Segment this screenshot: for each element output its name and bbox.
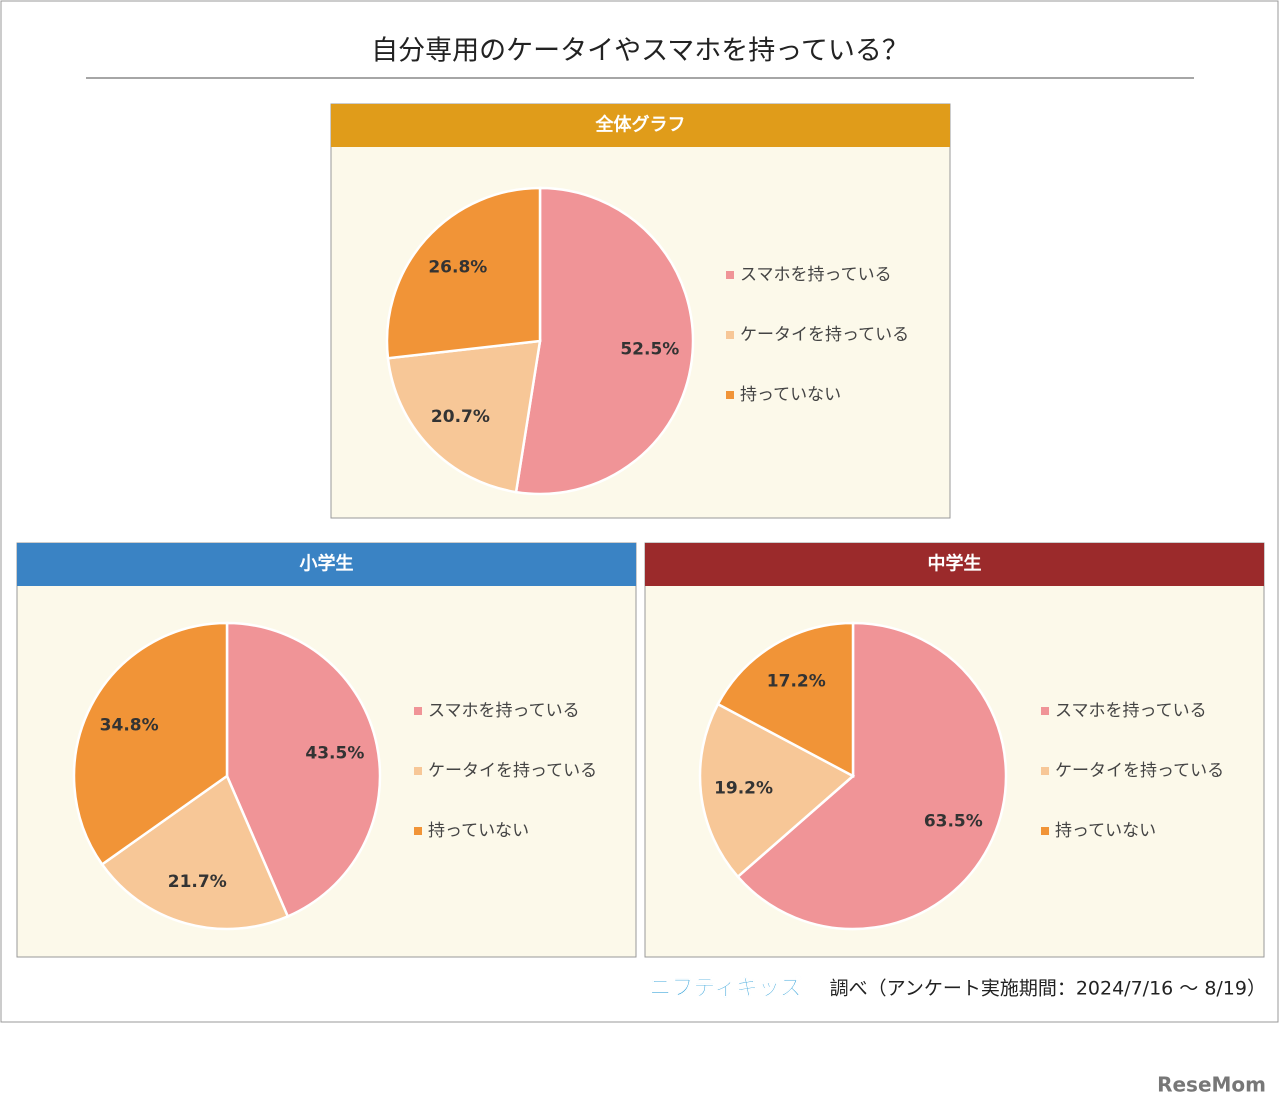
legend-label: スマホを持っている bbox=[1055, 701, 1207, 721]
panel-header bbox=[645, 543, 1264, 586]
panel-title: 小学生 bbox=[300, 553, 354, 575]
legend-swatch bbox=[414, 767, 422, 775]
data-label: 20.7% bbox=[431, 407, 490, 427]
data-label: 21.7% bbox=[168, 872, 227, 892]
data-label: 52.5% bbox=[620, 340, 679, 360]
pie-slice bbox=[514, 186, 695, 496]
source-logo: ニフティキッズ bbox=[649, 975, 802, 1001]
data-label: 63.5% bbox=[924, 812, 983, 832]
legend-label: ケータイを持っている bbox=[1055, 761, 1224, 781]
watermark: ReseMom bbox=[1157, 1073, 1266, 1097]
pie-slice bbox=[100, 774, 290, 931]
pie-slice bbox=[386, 339, 542, 494]
legend-swatch bbox=[1041, 827, 1049, 835]
legend-label: スマホを持っている bbox=[740, 265, 892, 285]
data-label: 34.8% bbox=[100, 715, 159, 735]
pie-slice bbox=[225, 621, 382, 919]
legend-swatch bbox=[726, 271, 734, 279]
pie-slice bbox=[698, 702, 856, 879]
pie-slice bbox=[385, 186, 542, 360]
legend-label: 持っていない bbox=[740, 385, 841, 405]
legend-swatch bbox=[414, 827, 422, 835]
source-text: 調べ（アンケート実施期間：2024/7/16 〜 8/19） bbox=[830, 978, 1266, 1000]
legend-label: ケータイを持っている bbox=[740, 325, 909, 345]
data-label: 26.8% bbox=[428, 258, 487, 278]
panel-title: 全体グラフ bbox=[595, 114, 686, 136]
legend-label: スマホを持っている bbox=[428, 701, 580, 721]
data-label: 17.2% bbox=[767, 672, 826, 692]
legend-swatch bbox=[726, 391, 734, 399]
legend-swatch bbox=[1041, 767, 1049, 775]
legend-label: ケータイを持っている bbox=[428, 761, 597, 781]
pie-slice bbox=[72, 621, 229, 867]
panel-header bbox=[17, 543, 636, 586]
legend-label: 持っていない bbox=[1055, 821, 1156, 841]
page-title: 自分専用のケータイやスマホを持っている？ bbox=[371, 36, 909, 67]
data-label: 43.5% bbox=[305, 744, 364, 764]
panel-title: 中学生 bbox=[928, 553, 982, 575]
pie-slice bbox=[736, 621, 1008, 931]
legend-swatch bbox=[1041, 707, 1049, 715]
legend-swatch bbox=[414, 707, 422, 715]
pie-slice bbox=[716, 621, 855, 779]
data-label: 19.2% bbox=[714, 779, 773, 799]
legend-label: 持っていない bbox=[428, 821, 529, 841]
panel-header bbox=[331, 104, 950, 147]
legend-swatch bbox=[726, 331, 734, 339]
